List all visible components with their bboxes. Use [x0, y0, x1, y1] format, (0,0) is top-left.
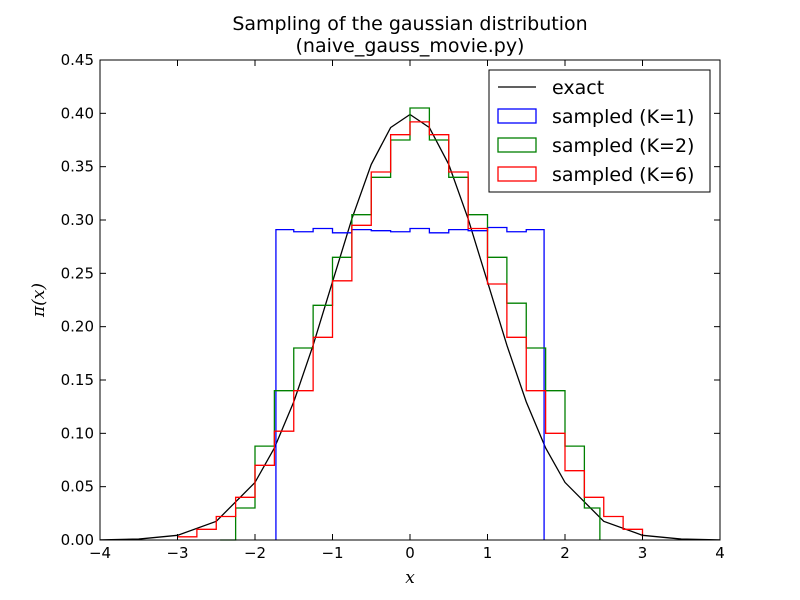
- chart-title-line-1: Sampling of the gaussian distribution: [232, 13, 587, 35]
- series-2-line: [220, 107, 601, 541]
- x-tick-label: −3: [166, 544, 188, 562]
- legend-box: [488, 69, 711, 193]
- y-tick-label: 0.10: [61, 424, 94, 442]
- y-tick-label: 0.00: [61, 531, 94, 549]
- legend-entry-label: sampled (K=2): [552, 135, 694, 157]
- chart-title-line-2: (naive_gauss_movie.py): [296, 35, 525, 57]
- x-tick-label: 0: [405, 544, 415, 562]
- x-tick-label: −1: [321, 544, 343, 562]
- x-tick-label: 2: [560, 544, 570, 562]
- x-tick-label: 4: [715, 544, 725, 562]
- legend-swatch: [497, 166, 537, 182]
- y-tick-label: 0.15: [61, 371, 94, 389]
- x-tick-label: −4: [89, 544, 111, 562]
- x-tick-label: 1: [483, 544, 493, 562]
- y-tick-label: 0.35: [61, 158, 94, 176]
- y-tick-label: 0.45: [61, 51, 94, 69]
- y-tick-label: 0.05: [61, 478, 94, 496]
- y-tick-label: 0.40: [61, 104, 94, 122]
- y-axis-label: π(x): [29, 283, 49, 318]
- plot-area: [99, 107, 721, 541]
- y-tick-label: 0.25: [61, 264, 94, 282]
- legend-entry-label: sampled (K=6): [552, 164, 694, 186]
- legend-swatch: [497, 137, 537, 153]
- x-tick-label: −2: [244, 544, 266, 562]
- legend: exact sampled (K=1) sampled (K=2) sampled (…: [488, 69, 711, 193]
- x-axis-label: x: [405, 568, 415, 588]
- axes: −4 −3 −2 −1 0 1 2 3 4 0.00 0.05 0.10 0.15 0.20 0.25 0.3…: [61, 51, 725, 562]
- y-tick-label: 0.20: [61, 318, 94, 336]
- series-1-line: [275, 226, 545, 540]
- x-tick-label: 3: [638, 544, 648, 562]
- legend-entry-label: exact: [552, 77, 604, 99]
- series-3-line: [177, 121, 644, 538]
- legend-entry-label: sampled (K=1): [552, 106, 694, 128]
- legend-swatch: [497, 108, 537, 124]
- y-tick-label: 0.30: [61, 211, 94, 229]
